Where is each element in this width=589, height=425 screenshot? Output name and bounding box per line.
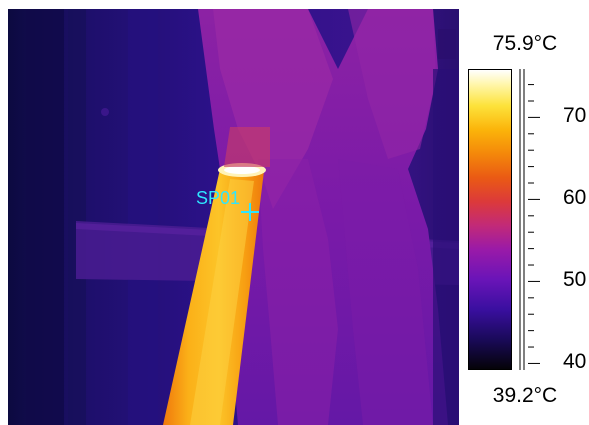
thermal-scene bbox=[8, 9, 459, 425]
temperature-color-bar bbox=[468, 69, 512, 370]
scale-max-label: 75.9°C bbox=[492, 32, 558, 55]
spot-crosshair-icon bbox=[241, 203, 259, 221]
tick-label: 60 bbox=[563, 186, 587, 210]
spot-label: SP01 bbox=[196, 188, 241, 208]
tick-label: 40 bbox=[563, 350, 587, 374]
tick-label: 70 bbox=[563, 104, 587, 128]
thermal-image: SP01 bbox=[8, 9, 459, 425]
temperature-scale-axis bbox=[519, 69, 540, 370]
scale-min-label: 39.2°C bbox=[492, 384, 558, 407]
tick-label: 50 bbox=[563, 268, 587, 292]
